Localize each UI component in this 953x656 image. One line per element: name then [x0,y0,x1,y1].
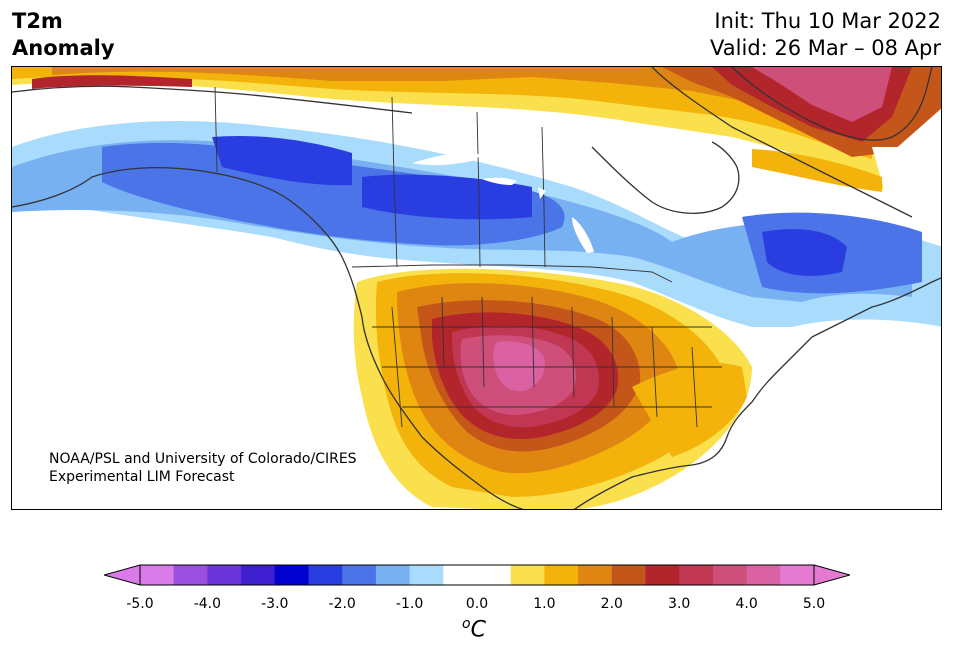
colorbar-segment [173,565,208,585]
cold-strong-central [362,174,532,220]
colorbar-segment [679,565,714,585]
labrador-warm [752,149,882,192]
arctic-warm-orange [12,67,872,159]
title-line-2: Anomaly [12,36,115,60]
colorbar-segment [645,565,680,585]
credit-line-1: NOAA/PSL and University of Colorado/CIRE… [49,451,357,467]
colorbar-tick-label: -4.0 [193,596,222,612]
anomaly-map [11,66,942,510]
colorbar-over-arrow [813,564,850,586]
colorbar-segment [207,565,242,585]
greenland-max [752,67,892,122]
colorbar-segment [477,565,512,585]
unit-base: C [470,617,486,643]
colorbar [104,564,850,586]
cold-mid [102,142,565,246]
colorbar-tick-label: 0.0 [465,596,489,612]
colorbar-segment [510,565,545,585]
map-svg [12,67,941,509]
colorbar-segment [544,565,579,585]
colorbar-segment [342,565,377,585]
valid-range: Valid: 26 Mar – 08 Apr [710,36,941,60]
cold-strong-west [212,135,352,186]
coastlines [12,67,941,509]
borders [214,86,722,428]
colorbar-ticks: -5.0 -4.0 -3.0 -2.0 -1.0 0.0 1.0 2.0 3.0 4.0 5.0 [0,596,953,616]
colorbar-segment [611,565,646,585]
colorbar-tick-label: -2.0 [328,596,356,612]
colorbar-border [139,564,815,586]
colorbar-tick-label: 1.0 [533,596,556,612]
title-line-1: T2m [12,9,63,33]
map-title: T2m Anomaly [12,8,115,62]
init-date: Init: Thu 10 Mar 2022 [714,9,941,33]
colorbar-segment [140,565,175,585]
colorbar-under-arrow [104,564,141,586]
lakes [412,152,594,253]
colorbar-segment [780,565,815,585]
colorbar-segment [443,565,478,585]
colorbar-segment [308,565,343,585]
credit-text: NOAA/PSL and University of Colorado/CIRE… [49,450,357,486]
colorbar-tick-label: 5.0 [802,596,826,612]
colorbar-segment [409,565,444,585]
colorbar-segment [712,565,748,585]
colorbar-tick-label: 3.0 [668,596,691,612]
colorbar-tick-label: -3.0 [261,596,289,612]
colorbar-segment [578,565,613,585]
credit-line-2: Experimental LIM Forecast [49,469,235,485]
north-hot-strip [32,75,192,89]
colorbar-unit: oC [462,616,486,642]
southeast-warm [632,363,747,457]
colorbar-segment [746,565,781,585]
colorbar-tick-label: 2.0 [600,596,623,612]
heat-core [493,341,546,392]
colorbar-segment [274,565,309,585]
cold-east-strong [762,229,847,276]
unit-superscript: o [462,616,471,632]
colorbar-tick-label: -5.0 [126,596,154,612]
neutral-hudson [592,141,732,214]
neutral-east [872,147,941,237]
arctic-warm-mid [52,67,832,121]
forecast-dates: Init: Thu 10 Mar 2022 Valid: 26 Mar – 08… [710,8,941,62]
colorbar-tick-label: -1.0 [395,596,424,612]
colorbar-tick-label: 4.0 [735,596,758,612]
colorbar-segment [375,565,411,585]
colorbar-segment [241,565,276,585]
